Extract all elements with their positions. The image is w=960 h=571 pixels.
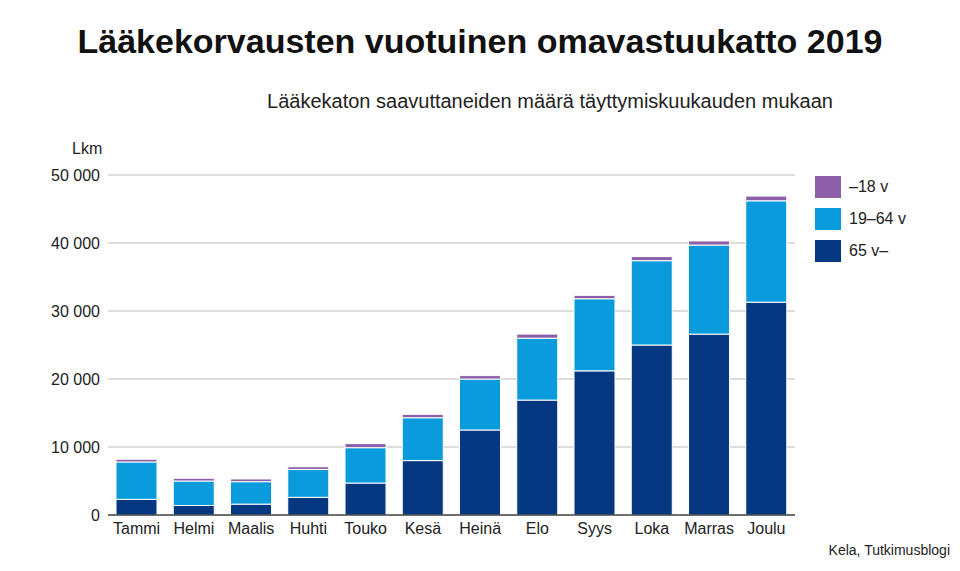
- svg-text:Joulu: Joulu: [747, 520, 785, 537]
- html-text:19–64 v: 19–64 v: [849, 210, 906, 227]
- html-text:65 v–: 65 v–: [849, 242, 889, 259]
- html-text:–18 v: –18 v: [849, 178, 889, 195]
- html-text:Lääkekaton saavuttaneiden määr: Lääkekaton saavuttaneiden määrä täyttymi…: [267, 90, 833, 112]
- svg-text:50 000: 50 000: [51, 167, 100, 184]
- svg-text:10 000: 10 000: [51, 439, 100, 456]
- html-text:Kela, Tutkimusblogi: Kela, Tutkimusblogi: [828, 542, 950, 558]
- svg-text:Maalis: Maalis: [228, 520, 274, 537]
- svg-text:Heinä: Heinä: [459, 520, 501, 537]
- svg-text:0: 0: [91, 507, 100, 524]
- svg-text:30 000: 30 000: [51, 303, 100, 320]
- html-text:Lääkekorvausten vuotuinen omav: Lääkekorvausten vuotuinen omavastuukatto…: [77, 22, 883, 60]
- svg-text:Syys: Syys: [577, 520, 612, 537]
- svg-text:Loka: Loka: [635, 520, 670, 537]
- html-text:Lkm: Lkm: [72, 140, 103, 157]
- svg-text:40 000: 40 000: [51, 235, 100, 252]
- svg-text:Kesä: Kesä: [405, 520, 442, 537]
- svg-text:Marras: Marras: [684, 520, 734, 537]
- svg-text:20 000: 20 000: [51, 371, 100, 388]
- svg-text:Elo: Elo: [526, 520, 549, 537]
- svg-text:Huhti: Huhti: [290, 520, 327, 537]
- svg-text:Helmi: Helmi: [173, 520, 214, 537]
- svg-text:Touko: Touko: [344, 520, 387, 537]
- svg-text:Tammi: Tammi: [113, 520, 160, 537]
